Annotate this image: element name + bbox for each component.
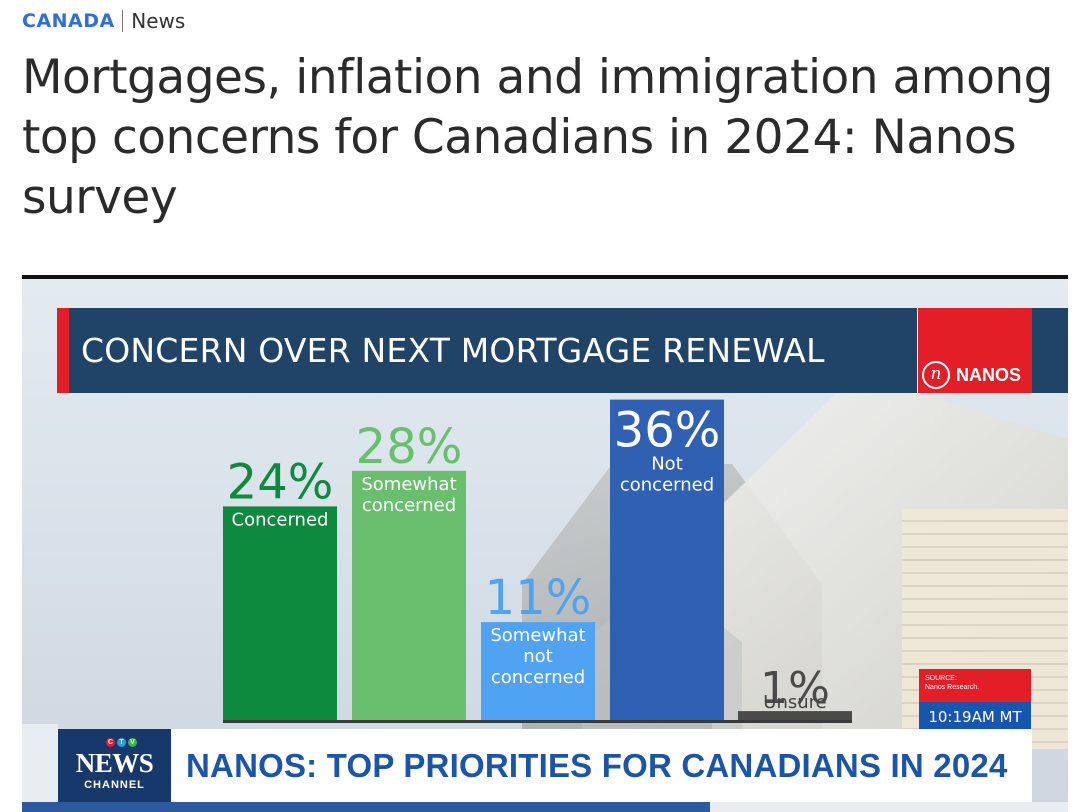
ctv-news-wordmark: NEWS: [75, 748, 154, 778]
category-label: concerned: [620, 475, 714, 496]
banner-end: [1032, 308, 1068, 393]
ctv-letter: V: [128, 738, 137, 747]
headline: Mortgages, inflation and immigration amo…: [22, 50, 1053, 225]
nanos-logo: n NANOS: [918, 308, 1032, 393]
bar-unsure: [738, 711, 852, 720]
ctv-letter: T: [117, 738, 126, 747]
chart-title: CONCERN OVER NEXT MORTGAGE RENEWAL: [81, 331, 825, 370]
lower-third-bg: [22, 724, 58, 812]
value-label: 1%: [760, 663, 830, 714]
bar-chart: 24%Concerned28%Somewhatconcerned11%Somew…: [223, 399, 852, 723]
site-header: CANADA News: [22, 8, 185, 34]
value-label: 11%: [485, 570, 592, 626]
ctv-letter: C: [106, 738, 115, 747]
bar-concerned: [223, 506, 337, 720]
category-label: Somewhat: [361, 474, 456, 495]
chart-banner: CONCERN OVER NEXT MORTGAGE RENEWAL: [57, 308, 917, 393]
category-label: not: [523, 646, 552, 667]
category-label: Not: [651, 454, 683, 475]
header-divider: [121, 10, 124, 32]
lower-third-text: NANOS: TOP PRIORITIES FOR CANADIANS IN 2…: [186, 747, 1008, 784]
video-frame[interactable]: CONCERN OVER NEXT MORTGAGE RENEWAL n NAN…: [22, 279, 1068, 812]
source-text: Nanos Research.: [925, 684, 980, 691]
bar-somewhat-concerned: [352, 470, 466, 720]
ctv-channel-text: CHANNEL: [84, 779, 145, 791]
source-label: SOURCE:: [925, 675, 957, 682]
source-box: SOURCE: Nanos Research.: [919, 669, 1031, 702]
category-label: concerned: [491, 667, 585, 688]
headline-rule: [22, 275, 1068, 279]
chart-baseline: [223, 720, 852, 723]
news-ticker: [22, 802, 1068, 812]
bar-not-concerned: [610, 399, 724, 720]
section-link[interactable]: News: [131, 9, 186, 33]
ctv-dots: C T V: [106, 738, 137, 747]
category-label: Concerned: [232, 509, 329, 530]
nanos-logo-icon: n: [922, 361, 950, 389]
category-label: concerned: [362, 495, 456, 516]
lower-third: C T V NEWS CHANNEL NANOS: TOP PRIORITIES…: [58, 729, 1032, 802]
ticker-right: [710, 802, 1068, 812]
timestamp: 10:19AM MT: [919, 702, 1031, 732]
nanos-logo-text: NANOS: [956, 365, 1022, 385]
value-label: 24%: [227, 454, 334, 510]
value-label: 28%: [356, 419, 463, 475]
category-label: Somewhat: [490, 625, 585, 646]
category-label: Unsure: [763, 692, 826, 713]
bar-somewhat-not-concerned: [481, 622, 595, 720]
ctv-news-logo: C T V NEWS CHANNEL: [58, 729, 171, 802]
brand-link[interactable]: CANADA: [22, 10, 115, 32]
value-label: 36%: [614, 403, 721, 459]
